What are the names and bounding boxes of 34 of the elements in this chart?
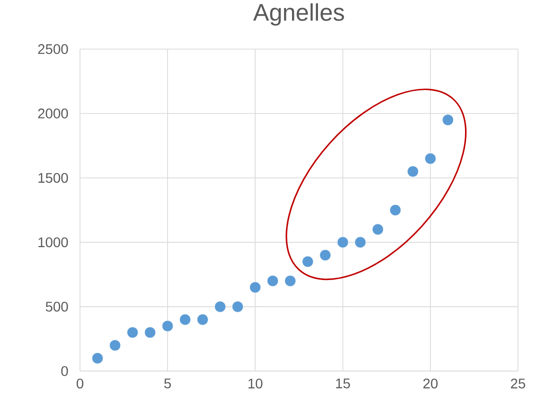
y-tick-label: 2000 [38,108,68,118]
x-tick-label: 0 [76,378,84,388]
point [267,275,278,287]
point [320,249,331,261]
point [424,152,436,164]
point [442,114,454,126]
point [232,300,244,312]
x-tick-label: 25 [510,378,526,388]
point [407,166,419,178]
point [337,236,348,248]
point [284,275,296,287]
x-tick-label: 10 [248,378,262,388]
point [196,314,208,326]
point [179,314,191,326]
point [126,326,138,338]
point [92,352,104,364]
point [372,224,384,236]
point [354,236,366,248]
y-tick-label: 500 [46,302,68,312]
x-tick-label: 5 [164,378,171,388]
point [390,204,402,216]
x-tick-label: 15 [336,378,350,388]
y-tick-label: 0 [61,366,68,376]
point [214,300,226,312]
point [162,320,174,332]
point [144,326,156,338]
point [109,340,121,351]
chart-title: Agnelles [253,3,344,26]
x-tick-label: 20 [423,378,438,388]
point [302,256,314,268]
y-tick-label: 1500 [38,172,68,183]
y-tick-label: 2500 [38,44,68,54]
y-tick-label: 1000 [38,237,68,248]
point [250,282,261,294]
